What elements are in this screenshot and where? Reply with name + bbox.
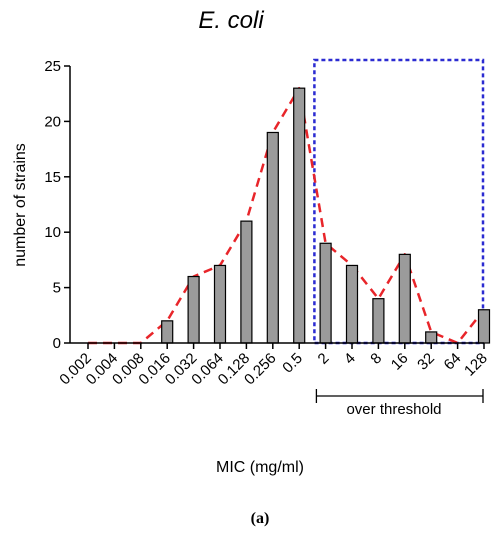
bar-0.5 <box>293 87 306 344</box>
x-tick-label-16: 16 <box>388 350 412 374</box>
x-tick-label-2: 2 <box>315 350 333 368</box>
bar-16 <box>398 253 411 344</box>
bar-32 <box>425 331 438 344</box>
y-tick-label: 10 <box>44 224 61 241</box>
over-threshold-label: over threshold <box>346 401 441 418</box>
x-tick-label-8: 8 <box>367 350 385 368</box>
y-tick-label: 0 <box>53 335 61 352</box>
trend-line <box>88 86 485 345</box>
x-tick-label-32: 32 <box>414 350 438 374</box>
y-tick-label: 5 <box>53 280 61 297</box>
x-tick-label-128: 128 <box>461 350 491 380</box>
bar-8 <box>372 298 385 344</box>
x-axis-label: MIC (mg/ml) <box>216 459 304 476</box>
x-tick-label-0.5: 0.5 <box>279 350 306 377</box>
x-tick-label-64: 64 <box>441 350 465 374</box>
y-tick-label: 15 <box>44 169 61 186</box>
bar-128 <box>477 309 491 344</box>
figure-caption: (a) <box>251 510 270 527</box>
y-tick-label: 20 <box>44 113 61 130</box>
y-tick-label: 25 <box>44 58 61 75</box>
bar-0.256 <box>266 131 279 344</box>
y-axis-label: number of strains <box>12 143 29 267</box>
bar-4 <box>345 264 359 344</box>
x-tick-label-4: 4 <box>341 350 359 368</box>
bar-0.128 <box>240 220 253 344</box>
bar-2 <box>319 242 332 344</box>
bar-0.064 <box>213 264 227 344</box>
bar-0.032 <box>187 275 200 344</box>
bar-0.016 <box>161 320 174 344</box>
chart-title: E. coli <box>198 7 264 34</box>
